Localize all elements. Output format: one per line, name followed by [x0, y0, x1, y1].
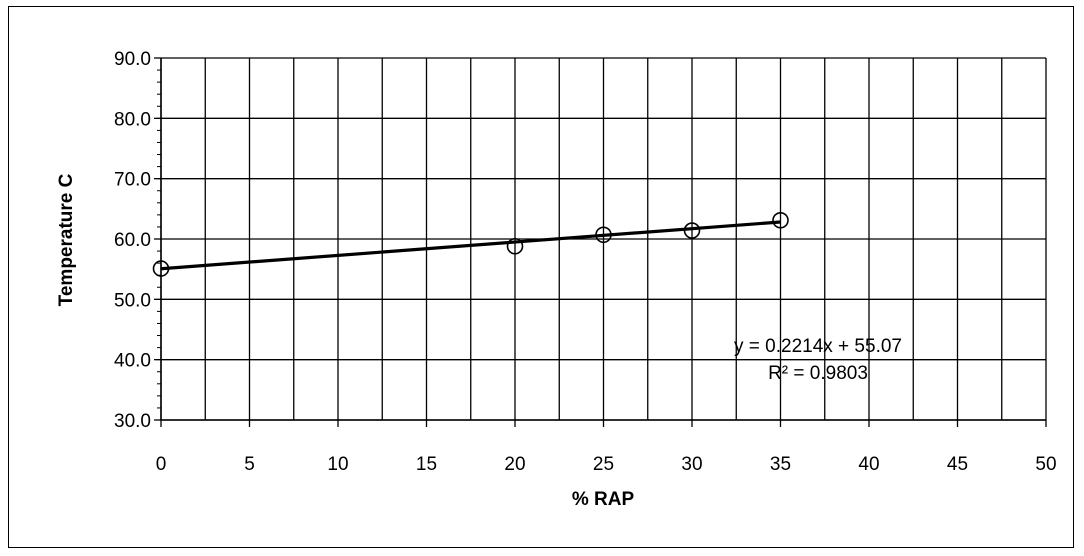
y-tick-label: 80.0	[114, 109, 151, 130]
x-tick-label: 40	[858, 454, 879, 475]
x-axis-title: % RAP	[572, 489, 635, 510]
x-tick-label: 25	[593, 454, 614, 475]
data-point	[506, 237, 524, 255]
x-tick-label: 30	[681, 454, 702, 475]
point-layer	[152, 211, 789, 277]
data-point	[683, 222, 701, 239]
x-tick-label: 45	[947, 454, 968, 475]
axis-layer	[154, 57, 1047, 427]
y-tick-label: 30.0	[114, 411, 151, 432]
trendline-equation: y = 0.2214x + 55.07	[734, 336, 902, 357]
x-tick-label: 35	[770, 454, 791, 475]
data-point	[152, 260, 170, 277]
y-tick-label: 90.0	[114, 49, 151, 70]
trendline	[160, 220, 781, 271]
y-tick-label: 60.0	[114, 230, 151, 251]
y-axis-title: Temperature C	[56, 173, 77, 306]
y-tick-label: 70.0	[114, 170, 151, 191]
x-tick-label: 5	[244, 454, 255, 475]
y-tick-label: 40.0	[114, 351, 151, 372]
grid-layer	[160, 57, 1047, 421]
trendline-r-squared: R² = 0.9803	[768, 363, 868, 384]
label-layer: 30.0 40.0 50.0 60.0 70.0 80.0 90.0 0 5 10 15 20 25 30…	[114, 49, 1057, 475]
x-tick-label: 0	[156, 454, 167, 475]
x-tick-label: 15	[416, 454, 437, 475]
chart-frame	[8, 6, 1074, 548]
x-tick-label: 20	[504, 454, 525, 475]
data-point	[772, 211, 789, 229]
x-tick-label: 10	[327, 454, 348, 475]
x-tick-label: 50	[1035, 454, 1056, 475]
y-tick-label: 50.0	[114, 290, 151, 311]
trend-layer	[160, 220, 781, 271]
data-point	[595, 226, 612, 244]
